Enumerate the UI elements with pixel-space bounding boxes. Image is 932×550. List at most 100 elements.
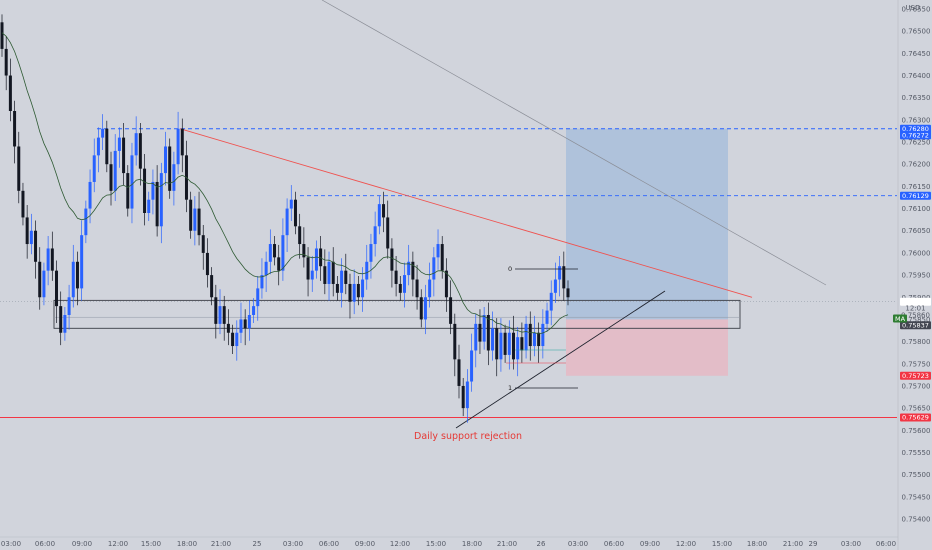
- candle-body: [419, 297, 423, 320]
- time-axis: 03:00 06:00 09:00 12:00 15:00 18:00 21:00 25 03:…: [0, 536, 898, 548]
- candle: [235, 320, 239, 361]
- candle-body: [553, 279, 557, 293]
- price-axis-bg: [898, 0, 932, 550]
- y-tick-label: 0.76300: [902, 116, 931, 124]
- candle-body: [377, 204, 381, 227]
- candle: [323, 249, 327, 295]
- candle: [482, 307, 486, 350]
- candle: [537, 322, 541, 363]
- descending-trendline: [179, 128, 753, 298]
- candle-body: [461, 385, 465, 409]
- candle-body: [80, 235, 84, 289]
- candle-body: [390, 248, 394, 271]
- x-tick-label: 03:00: [283, 540, 303, 548]
- x-tick-label: 03:00: [1, 540, 21, 548]
- candle-body: [289, 199, 293, 209]
- x-tick-label: 06:00: [35, 540, 55, 548]
- candle: [352, 269, 356, 315]
- candle: [155, 165, 159, 237]
- candle: [457, 344, 461, 399]
- candle: [205, 238, 209, 288]
- candle-body: [465, 381, 469, 409]
- y-tick-label: 0.75850: [902, 316, 931, 324]
- candle: [474, 313, 478, 368]
- candle-body: [537, 332, 541, 347]
- candle: [50, 231, 54, 281]
- candle-body: [151, 181, 155, 200]
- candle: [164, 131, 168, 186]
- candle-body: [486, 315, 490, 351]
- candle: [532, 315, 536, 357]
- candle-body: [155, 181, 159, 227]
- candle-body: [478, 323, 482, 342]
- candle-body: [503, 332, 507, 355]
- candle-body: [71, 261, 75, 298]
- candle: [377, 196, 381, 235]
- candle: [29, 213, 33, 255]
- candle: [411, 251, 415, 297]
- candle-body: [407, 261, 411, 276]
- y-tick-label: 0.76450: [902, 50, 931, 58]
- candle: [113, 134, 117, 202]
- candle: [159, 162, 163, 244]
- candle: [134, 116, 138, 166]
- price-badge: 0.76129: [900, 191, 931, 200]
- candle: [486, 302, 490, 366]
- candle: [63, 307, 67, 341]
- candle-body: [59, 306, 63, 333]
- candle-body: [96, 137, 100, 156]
- candle-body: [25, 217, 29, 245]
- candle: [252, 298, 256, 323]
- candle: [101, 114, 105, 151]
- candle-body: [511, 332, 515, 360]
- candle: [373, 211, 377, 257]
- moving-average-line: [1, 32, 569, 335]
- candle-body: [319, 248, 323, 267]
- candle-body: [314, 248, 318, 271]
- candle: [25, 205, 29, 259]
- x-tick-label: 21:00: [211, 540, 231, 548]
- candle-body: [449, 297, 453, 324]
- candle: [566, 280, 570, 306]
- price-badge-label: 0.76272: [902, 132, 929, 140]
- price-badge-label: 0.76129: [902, 192, 929, 200]
- candle: [214, 284, 218, 339]
- candle-body: [306, 257, 310, 280]
- candle-body: [453, 323, 457, 360]
- candle-body: [495, 328, 499, 360]
- candle-body: [50, 248, 54, 271]
- price-badge-bg: [900, 191, 931, 200]
- candle: [222, 295, 226, 341]
- y-tick-label: 0.76400: [902, 72, 931, 80]
- candle-body: [340, 270, 344, 293]
- candle-body: [113, 150, 117, 191]
- candle-body: [210, 275, 214, 298]
- x-tick-label: 26: [537, 540, 546, 548]
- candle-body: [507, 332, 511, 355]
- candle-body: [440, 244, 444, 271]
- candle-body: [0, 22, 4, 49]
- candle: [507, 320, 511, 370]
- candle: [499, 318, 503, 372]
- candle-body: [382, 204, 386, 218]
- y-tick-label: 0.76200: [902, 161, 931, 169]
- candle: [105, 120, 109, 173]
- candle: [42, 262, 46, 306]
- countdown-label: 12:01: [905, 305, 925, 313]
- price-badge: 0.76280: [900, 124, 931, 133]
- price-badge-bg: [900, 413, 931, 422]
- candle-body: [84, 208, 88, 236]
- candle: [193, 196, 197, 246]
- candle: [130, 142, 134, 224]
- y-tick-label: 0.75650: [902, 405, 931, 413]
- candle: [176, 111, 180, 175]
- candle: [356, 275, 360, 306]
- y-tick-label: 0.75800: [902, 338, 931, 346]
- candle: [348, 273, 352, 319]
- candle: [402, 262, 406, 308]
- candle-body: [285, 208, 289, 236]
- candle-body: [105, 128, 109, 165]
- candle: [520, 322, 524, 363]
